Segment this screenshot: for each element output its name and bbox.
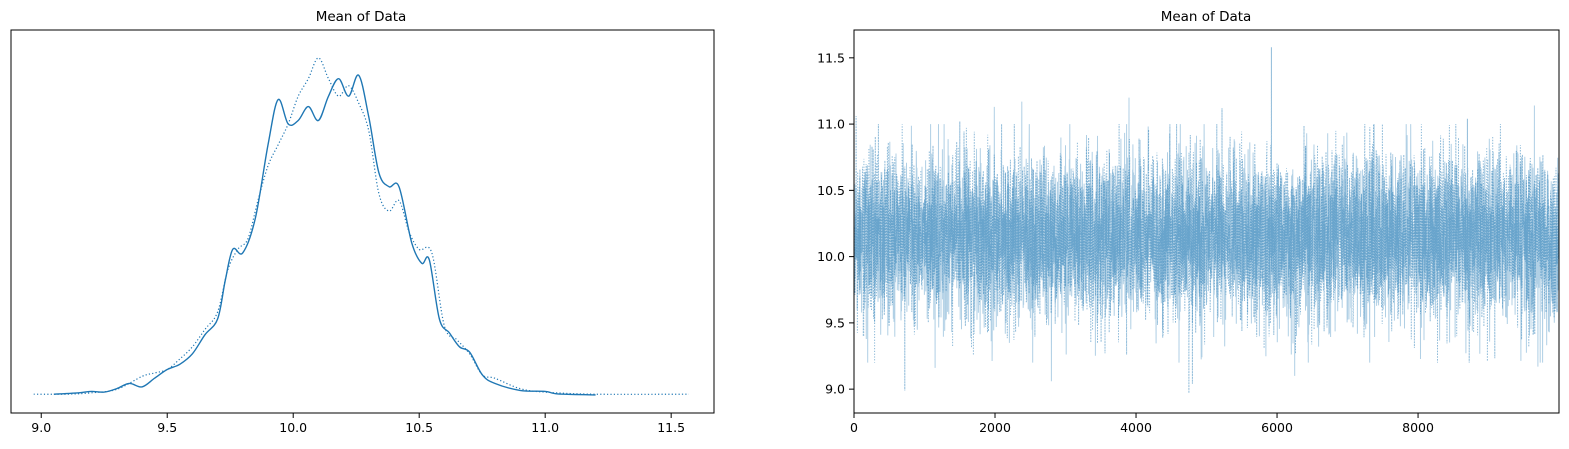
- density-line-1: [53, 74, 596, 396]
- density-x-tick-label: 9.0: [31, 420, 51, 435]
- density-plot-frame: [10, 29, 715, 414]
- trace-plot-title: Mean of Data: [1161, 9, 1252, 25]
- density-x-tick-label: 11.0: [531, 420, 559, 435]
- trace-line-2: [853, 47, 1560, 394]
- trace-x-tick-label: 8000: [1402, 420, 1434, 435]
- trace-x-tick-label: 6000: [1261, 420, 1293, 435]
- trace-y-tick-label: 9.0: [825, 382, 845, 397]
- density-x-tick-label: 10.0: [279, 420, 307, 435]
- trace-y-tick-label: 10.5: [817, 183, 845, 198]
- trace-series-group: [853, 47, 1560, 394]
- density-x-tick-label: 11.5: [657, 420, 685, 435]
- trace-y-tick-label: 11.5: [817, 50, 845, 65]
- trace-plot: Mean of Data 0 2000 4000 6000 8000 9.0 9.5 10.…: [817, 9, 1560, 435]
- trace-y-axis: 9.0 9.5 10.0 10.5 11.0 11.5: [817, 50, 854, 397]
- trace-x-tick-label: 2000: [979, 420, 1011, 435]
- trace-y-tick-label: 11.0: [817, 117, 845, 132]
- density-x-axis: 9.0 9.5 10.0 10.5 11.0 11.5: [31, 413, 685, 435]
- density-x-tick-label: 10.5: [405, 420, 433, 435]
- trace-x-tick-label: 4000: [1120, 420, 1152, 435]
- density-line-2: [33, 57, 689, 395]
- trace-x-tick-label: 0: [850, 420, 858, 435]
- trace-plot-frame: [853, 29, 1560, 414]
- trace-y-tick-label: 9.5: [825, 315, 845, 330]
- density-plot: Mean of Data 9.0 9.5 10.0 10.5 11.0 11.5: [10, 9, 715, 435]
- trace-y-tick-label: 10.0: [817, 249, 845, 264]
- density-plot-title: Mean of Data: [316, 9, 407, 25]
- density-series-group: [33, 57, 689, 396]
- trace-x-axis: 0 2000 4000 6000 8000: [850, 413, 1434, 435]
- density-x-tick-label: 9.5: [157, 420, 177, 435]
